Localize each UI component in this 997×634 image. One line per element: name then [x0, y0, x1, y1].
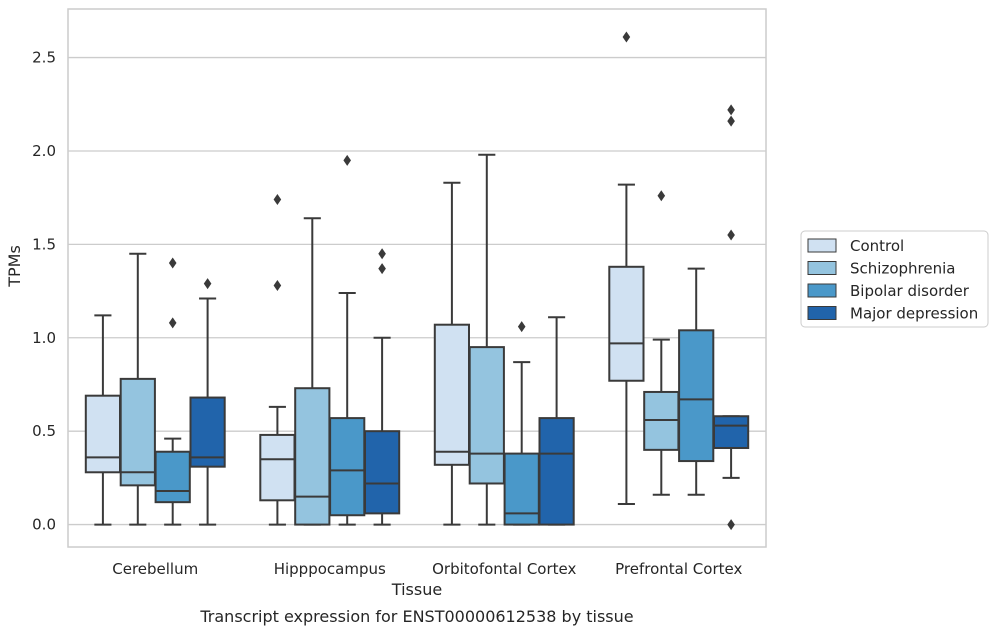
box-3-0	[608, 31, 645, 506]
chart-caption: Transcript expression for ENST0000061253…	[199, 607, 633, 626]
iqr-box	[154, 450, 191, 504]
legend-swatch	[807, 261, 837, 275]
y-tick-label: 2.5	[32, 49, 56, 67]
y-tick-label: 0.0	[32, 516, 56, 534]
iqr-box	[259, 433, 296, 502]
outlier-point	[378, 248, 386, 260]
legend-label: Control	[850, 237, 904, 255]
legend-label: Schizophrenia	[850, 260, 955, 278]
legend: Control Schizophrenia Bipolar disorder Majo…	[800, 230, 989, 328]
box-1-3	[363, 248, 401, 526]
outlier-point	[517, 321, 526, 333]
outlier-point	[203, 278, 212, 290]
y-tick-label: 1.0	[32, 329, 56, 347]
legend-swatch	[807, 238, 837, 253]
outlier-point	[727, 229, 735, 241]
x-tick-label: Orbitofontal Cortex	[432, 560, 576, 578]
outlier-point	[273, 194, 282, 206]
x-tick-label: Prefrontal Cortex	[615, 560, 742, 578]
iqr-box	[329, 417, 366, 517]
legend-swatch	[807, 306, 837, 320]
box-0-3	[189, 278, 226, 526]
outlier-point	[657, 190, 666, 202]
iqr-box	[678, 329, 715, 463]
outlier-point	[727, 104, 735, 116]
legend-label: Bipolar disorder	[850, 282, 970, 300]
legend-swatch	[807, 283, 837, 298]
box-0-1	[119, 252, 156, 526]
iqr-box	[189, 396, 226, 468]
iqr-box	[712, 415, 750, 449]
y-axis-label: TPMs	[5, 245, 24, 288]
outlier-point	[168, 317, 177, 329]
y-tick-label: 0.5	[32, 422, 56, 440]
box-3-2	[678, 267, 715, 496]
iqr-box	[294, 387, 331, 526]
boxes-layer	[84, 31, 750, 531]
y-tick-label: 1.5	[32, 235, 56, 253]
outlier-point	[168, 257, 177, 269]
box-0-0	[84, 314, 122, 526]
legend-frame	[800, 230, 989, 328]
box-2-1	[468, 153, 505, 526]
outlier-point	[378, 263, 386, 275]
plot-frame	[67, 8, 767, 548]
y-tick-label: 2.0	[32, 142, 56, 160]
iqr-box	[433, 323, 471, 466]
box-1-0	[259, 194, 296, 526]
iqr-box	[608, 265, 645, 382]
box-3-3	[712, 104, 750, 531]
x-tick-label: Cerebellum	[112, 560, 198, 578]
iqr-box	[84, 394, 122, 474]
box-0-2	[154, 257, 191, 526]
box-2-3	[538, 316, 575, 526]
outlier-point	[727, 519, 735, 531]
outlier-point	[727, 115, 735, 127]
gridlines	[68, 56, 766, 526]
box-2-0	[433, 181, 471, 526]
plot-border	[67, 8, 767, 548]
outlier-point	[273, 279, 282, 291]
outlier-point	[622, 31, 631, 43]
tick-labels: 0.0 0.5 1.0 1.5 2.0 2.5 Cerebellum Hipppocampus…	[32, 49, 742, 578]
box-1-2	[329, 154, 366, 526]
box-3-1	[643, 190, 680, 496]
box-1-1	[294, 217, 331, 526]
outlier-point	[343, 154, 351, 166]
iqr-box	[363, 430, 401, 515]
box-2-2	[503, 321, 540, 526]
iqr-box	[119, 377, 156, 487]
iqr-box	[538, 417, 575, 526]
x-tick-label: Hipppocampus	[274, 560, 386, 578]
x-axis-label: Tissue	[391, 580, 442, 599]
legend-label: Major depression	[850, 305, 978, 323]
iqr-box	[468, 346, 505, 485]
